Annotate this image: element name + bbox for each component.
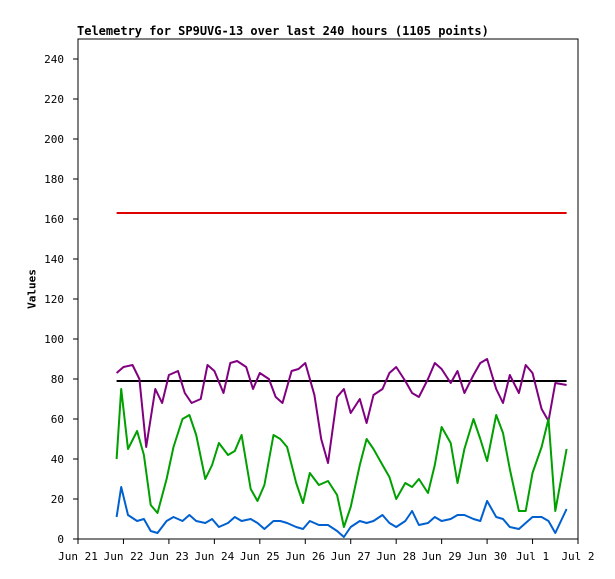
y-tick-label: 40 [51, 453, 64, 466]
x-tick-label: Jun 27 [331, 550, 371, 563]
y-tick-label: 160 [44, 213, 64, 226]
series-line-4 [115, 486, 568, 538]
y-tick-label: 240 [44, 53, 64, 66]
y-tick-label: 100 [44, 333, 64, 346]
x-tick-label: Jun 26 [285, 550, 325, 563]
y-tick-label: 80 [51, 373, 64, 386]
x-tick-label: Jun 28 [376, 550, 416, 563]
series-line-3 [115, 388, 568, 528]
series-line-2 [115, 358, 567, 464]
plot-frame [77, 38, 579, 540]
x-tick-label: Jun 21 [58, 550, 98, 563]
y-tick-label: 200 [44, 133, 64, 146]
x-tick-label: Jun 22 [104, 550, 144, 563]
y-tick-label: 180 [44, 173, 64, 186]
y-tick-label: 60 [51, 413, 64, 426]
x-tick-label: Jun 23 [149, 550, 189, 563]
x-tick-label: Jun 24 [194, 550, 234, 563]
x-tick-label: Jun 25 [240, 550, 280, 563]
y-tick-label: 20 [51, 493, 64, 506]
y-tick-label: 140 [44, 253, 64, 266]
y-tick-label: 120 [44, 293, 64, 306]
y-axis-label: Values [25, 269, 39, 309]
x-axis: Jun 21 Jun 22 Jun 23 Jun 24 Jun 25 Jun 26 Jun … [58, 539, 595, 563]
y-axis: 0 20 40 60 80 100 120 140 160 180 200 220 240 [44, 53, 78, 546]
chart-title: Telemetry for SP9UVG-13 over last 240 ho… [77, 24, 489, 38]
x-tick-label: Jul 1 [516, 550, 549, 563]
x-tick-label: Jul 2 [561, 550, 594, 563]
x-tick-label: Jun 30 [467, 550, 507, 563]
y-tick-label: 0 [57, 533, 64, 546]
y-tick-label: 220 [44, 93, 64, 106]
series-layer [115, 212, 568, 538]
x-tick-label: Jun 29 [422, 550, 462, 563]
